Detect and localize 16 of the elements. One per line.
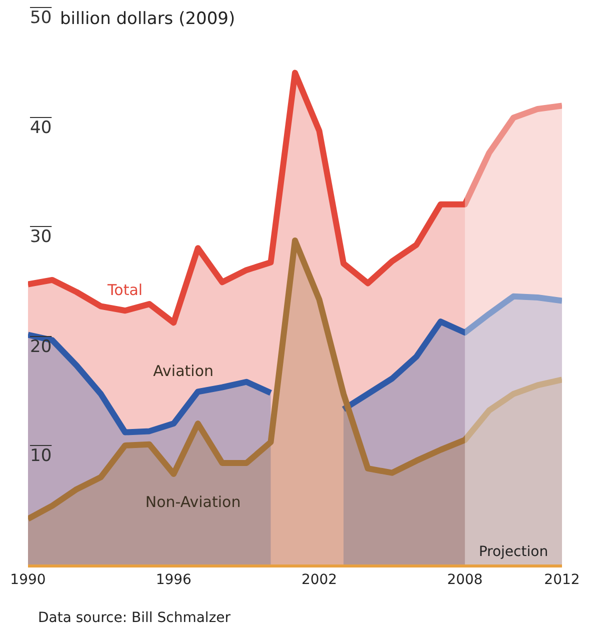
y-tick-label: 40 [30,118,52,138]
y-tick-label: 20 [30,336,52,357]
series-label: Total [108,280,143,299]
x-tick-label: 2008 [447,572,483,588]
band-label: Projection [478,544,548,560]
source-note: Data source: Bill Schmalzer [38,610,231,626]
x-tick-label: 2012 [544,572,580,588]
y-axis-title: billion dollars (2009) [60,9,236,29]
series-label: Non-Aviation [145,493,241,512]
x-tick-label: 1990 [10,572,46,588]
y-tick-label: 10 [30,446,52,466]
y-tick-label: 30 [30,227,52,248]
y-tick-label: 50 [30,8,52,28]
x-tick-label: 1996 [156,572,192,588]
x-tick-label: 2002 [301,572,338,588]
series-label: Aviation [153,362,214,380]
